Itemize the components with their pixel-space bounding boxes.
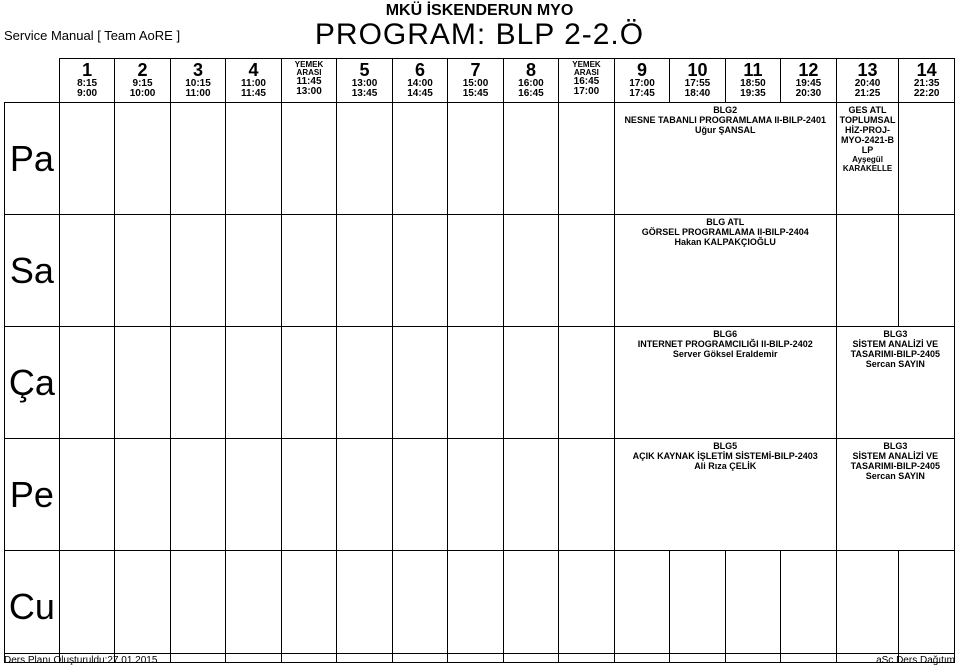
timetable-grid: 1 8:15 9:00 2 9:15 10:00 3 10:15 11:00 4… [4, 58, 955, 663]
period-5: 5 13:00 13:45 [337, 59, 392, 103]
period-9: 9 17:00 17:45 [614, 59, 669, 103]
day-pa: Pa [5, 103, 60, 215]
row-pe: Pe BLG5 AÇIK KAYNAK İŞLETİM SİSTEMİ-BILP… [5, 439, 955, 551]
period-break-2: YEMEK ARASI 16:45 17:00 [559, 59, 615, 103]
period-4: 4 11:00 11:45 [226, 59, 281, 103]
period-12: 12 19:45 20:30 [781, 59, 836, 103]
day-cu: Cu [5, 551, 60, 663]
day-ca: Ça [5, 327, 60, 439]
footer-date: Ders Planı Oluşturuldu:27.01.2015 [4, 653, 955, 666]
period-3: 3 10:15 11:00 [170, 59, 225, 103]
period-11: 11 18:50 19:35 [725, 59, 780, 103]
row-pa: Pa BLG2 NESNE TABANLI PROGRAMLAMA II-BIL… [5, 103, 955, 215]
ca-course-main: BLG6 INTERNET PROGRAMCILIĞI II-BILP-2402… [614, 327, 836, 439]
sa-course-main: BLG ATL GÖRSEL PROGRAMLAMA II-BILP-2404 … [614, 215, 836, 327]
day-sa: Sa [5, 215, 60, 327]
period-14: 14 21:35 22:20 [899, 59, 955, 103]
period-13: 13 20:40 21:25 [836, 59, 899, 103]
period-10: 10 17:55 18:40 [670, 59, 725, 103]
footer-vendor: aSc Ders Dağıtım [876, 655, 955, 666]
period-7: 7 15:00 15:45 [448, 59, 503, 103]
period-6: 6 14:00 14:45 [392, 59, 447, 103]
pa-course-main: BLG2 NESNE TABANLI PROGRAMLAMA II-BILP-2… [614, 103, 836, 215]
period-8: 8 16:00 16:45 [503, 59, 558, 103]
row-cu: Cu [5, 551, 955, 663]
day-pe: Pe [5, 439, 60, 551]
pe-course-right: BLG3 SİSTEM ANALİZİ VE TASARIMI-BILP-240… [836, 439, 954, 551]
period-2: 2 9:15 10:00 [115, 59, 170, 103]
pa-course-13: GES ATL TOPLUMSAL HİZ-PROJ-MYO-2421-B LP… [836, 103, 899, 215]
period-break-1: YEMEK ARASI 11:45 13:00 [281, 59, 337, 103]
ca-course-right: BLG3 SİSTEM ANALİZİ VE TASARIMI-BILP-240… [836, 327, 954, 439]
service-manual-label: Service Manual [ Team AoRE ] [4, 28, 180, 43]
row-sa: Sa BLG ATL GÖRSEL PROGRAMLAMA II-BILP-24… [5, 215, 955, 327]
pe-course-main: BLG5 AÇIK KAYNAK İŞLETİM SİSTEMİ-BILP-24… [614, 439, 836, 551]
period-header-row: 1 8:15 9:00 2 9:15 10:00 3 10:15 11:00 4… [5, 59, 955, 103]
period-1: 1 8:15 9:00 [59, 59, 114, 103]
row-ca: Ça BLG6 INTERNET PROGRAMCILIĞI II-BILP-2… [5, 327, 955, 439]
